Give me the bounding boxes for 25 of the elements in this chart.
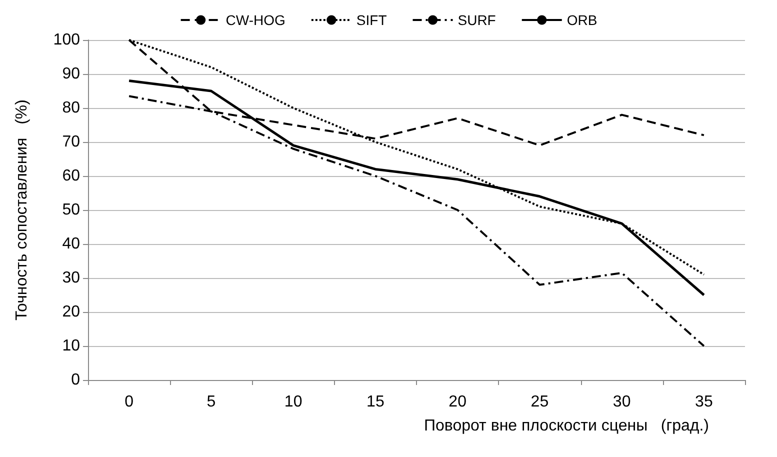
y-tick-label: 0 — [71, 372, 80, 388]
y-tick-label: 40 — [62, 236, 80, 252]
y-tick-label: 10 — [62, 338, 80, 354]
x-tick-label: 30 — [612, 394, 631, 410]
y-tick-label: 30 — [62, 270, 80, 286]
x-axis-title: Поворот вне плоскости сцены (град.) — [424, 418, 710, 434]
x-tick-label: 15 — [366, 394, 384, 410]
x-tick-label: 0 — [124, 394, 134, 410]
x-tick-label: 5 — [206, 394, 216, 410]
legend-label: CW-HOG — [226, 12, 286, 28]
x-tick-label: 25 — [530, 394, 549, 410]
legend-label: SIFT — [356, 12, 388, 28]
x-tick-label: 35 — [695, 394, 713, 410]
y-tick-label: 70 — [62, 134, 80, 150]
x-tick-label: 10 — [284, 394, 302, 410]
y-tick-label: 100 — [53, 32, 80, 48]
y-tick-label: 20 — [62, 304, 80, 320]
y-tick-label: 60 — [62, 168, 80, 184]
legend-label: SURF — [458, 12, 496, 28]
legend-label: ORB — [566, 12, 598, 28]
x-tick-label: 20 — [448, 394, 467, 410]
y-tick-label: 90 — [62, 66, 80, 82]
y-tick-label: 80 — [62, 100, 80, 116]
y-tick-label: 50 — [62, 202, 80, 218]
y-axis-title: Точность сопоставления (%) — [14, 100, 30, 320]
